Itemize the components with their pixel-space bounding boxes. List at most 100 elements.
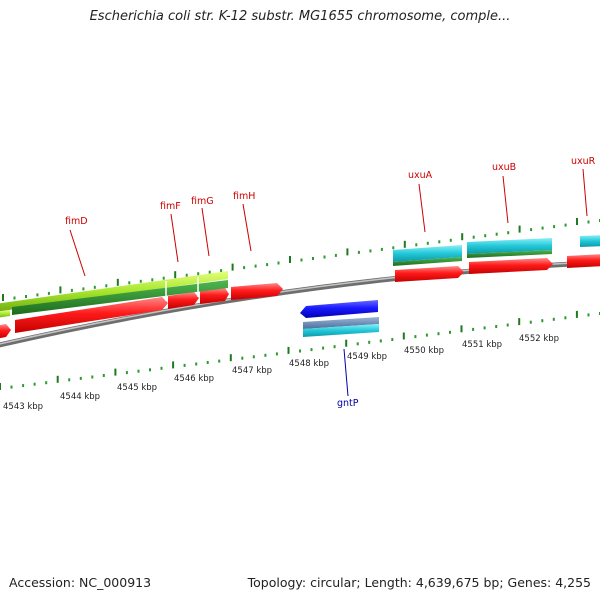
scale-major-tick	[575, 310, 578, 318]
scale-minor-tick	[151, 278, 154, 282]
scale-minor-tick	[415, 243, 418, 247]
scale-minor-tick	[185, 273, 188, 277]
cds-bar-light	[0, 271, 228, 312]
scale-minor-tick	[299, 349, 301, 353]
scale-minor-tick	[553, 225, 556, 229]
scale-minor-tick	[220, 269, 223, 273]
scale-minor-tick	[300, 258, 303, 262]
scale-minor-tick	[529, 320, 532, 324]
gene-arrow-uxuR[interactable]	[567, 254, 600, 268]
scale-minor-tick	[13, 296, 16, 300]
gene-labels: fimD fimF fimG fimH uxuA uxuB uxuR gntP	[65, 156, 596, 409]
scale-minor-tick	[333, 345, 336, 349]
cds-bar-light-left	[0, 310, 10, 318]
cds-bar-gntP-steel	[303, 317, 379, 329]
scale-minor-tick	[472, 235, 475, 239]
scale-major-tick	[229, 354, 232, 362]
scale-minor-tick	[530, 228, 533, 232]
scale-major-tick	[172, 361, 175, 369]
scale-minor-tick	[541, 319, 544, 323]
gene-label-uxuR[interactable]: uxuR	[571, 156, 596, 167]
scale-minor-tick	[323, 255, 326, 259]
scale-minor-tick	[10, 385, 13, 389]
scale-major-tick	[461, 233, 464, 241]
cds-bar-uxuB	[467, 238, 552, 254]
kbp-labels: 4543 kbp 4544 kbp 4545 kbp 4546 kbp 4547…	[3, 334, 559, 412]
scale-minor-tick	[102, 374, 105, 377]
scale-major-tick	[460, 325, 463, 333]
scale-minor-tick	[105, 284, 108, 288]
scale-minor-tick	[275, 352, 278, 356]
leader-fimD	[69, 229, 86, 277]
scale-minor-tick	[322, 346, 325, 350]
kbp-label: 4550 kbp	[404, 346, 444, 356]
scale-minor-tick	[125, 371, 128, 375]
scale-minor-tick	[334, 253, 337, 257]
topology-text: Topology: circular; Length: 4,639,675 bp…	[247, 575, 591, 590]
scale-minor-tick	[160, 366, 163, 370]
cds-bar-uxuA-dark	[393, 257, 462, 266]
scale-minor-tick	[36, 293, 39, 297]
scale-minor-tick	[357, 250, 360, 254]
gene-label-uxuA[interactable]: uxuA	[408, 170, 433, 181]
scale-minor-tick	[197, 272, 200, 276]
scale-minor-tick	[587, 313, 590, 317]
lower-scale-track	[0, 310, 600, 390]
gene-label-fimD[interactable]: fimD	[65, 216, 88, 227]
scale-minor-tick	[93, 285, 96, 289]
scale-minor-tick	[312, 257, 314, 260]
leader-fimG	[201, 207, 210, 257]
scale-major-tick	[174, 271, 177, 279]
scale-minor-tick	[137, 369, 140, 373]
scale-major-tick	[576, 218, 578, 225]
gene-label-uxuB[interactable]: uxuB	[492, 162, 516, 173]
kbp-label: 4543 kbp	[3, 402, 43, 412]
scale-minor-tick	[208, 270, 211, 274]
gene-arrow-uxuB[interactable]	[469, 258, 553, 274]
gene-label-fimG[interactable]: fimG	[191, 196, 214, 207]
gene-label-fimH[interactable]: fimH	[233, 191, 255, 202]
accession-text: Accession: NC_000913	[9, 575, 152, 590]
map-title: Escherichia coli str. K-12 substr. MG165…	[89, 9, 511, 24]
gene-arrow-fimH[interactable]	[231, 283, 283, 300]
gene-label-gntP[interactable]: gntP	[337, 398, 359, 409]
kbp-label: 4545 kbp	[117, 383, 157, 393]
gene-arrow-fimF[interactable]	[168, 292, 199, 309]
leader-uxuB	[502, 175, 509, 224]
scale-minor-tick	[183, 363, 186, 367]
scale-major-tick	[231, 263, 234, 271]
label-leaders	[69, 168, 588, 397]
scale-minor-tick	[495, 325, 498, 328]
scale-minor-tick	[264, 353, 267, 357]
gene-label-fimF[interactable]: fimF	[160, 201, 181, 212]
scale-minor-tick	[484, 234, 487, 238]
gene-arrow-fimG[interactable]	[200, 288, 229, 304]
scale-minor-tick	[162, 276, 165, 280]
gene-arrow-fimD[interactable]	[15, 297, 168, 333]
kbp-label: 4546 kbp	[174, 374, 214, 384]
scale-minor-tick	[254, 264, 257, 268]
scale-major-tick	[518, 318, 521, 326]
scale-minor-tick	[380, 247, 383, 251]
gene-arrow-uxuA[interactable]	[395, 266, 464, 282]
scale-minor-tick	[47, 291, 50, 295]
scale-minor-tick	[483, 326, 486, 330]
leader-uxuA	[418, 183, 426, 233]
scale-minor-tick	[243, 266, 246, 270]
gene-arrow-fimC[interactable]	[0, 324, 11, 339]
kbp-label: 4552 kbp	[519, 334, 559, 344]
kbp-label: 4551 kbp	[462, 340, 502, 350]
cds-bar-dark	[12, 280, 228, 315]
scale-minor-tick	[414, 335, 417, 339]
cds-bar-uxuR	[580, 235, 600, 247]
gene-arrow-gntP[interactable]	[300, 300, 378, 318]
scale-minor-tick	[266, 263, 269, 267]
leader-gntP	[343, 348, 349, 397]
scale-minor-tick	[128, 281, 131, 285]
kbp-label: 4547 kbp	[232, 366, 272, 376]
scale-minor-tick	[33, 382, 36, 386]
kbp-label: 4549 kbp	[347, 352, 387, 362]
scale-minor-tick	[252, 355, 255, 359]
scale-minor-tick	[507, 231, 510, 235]
